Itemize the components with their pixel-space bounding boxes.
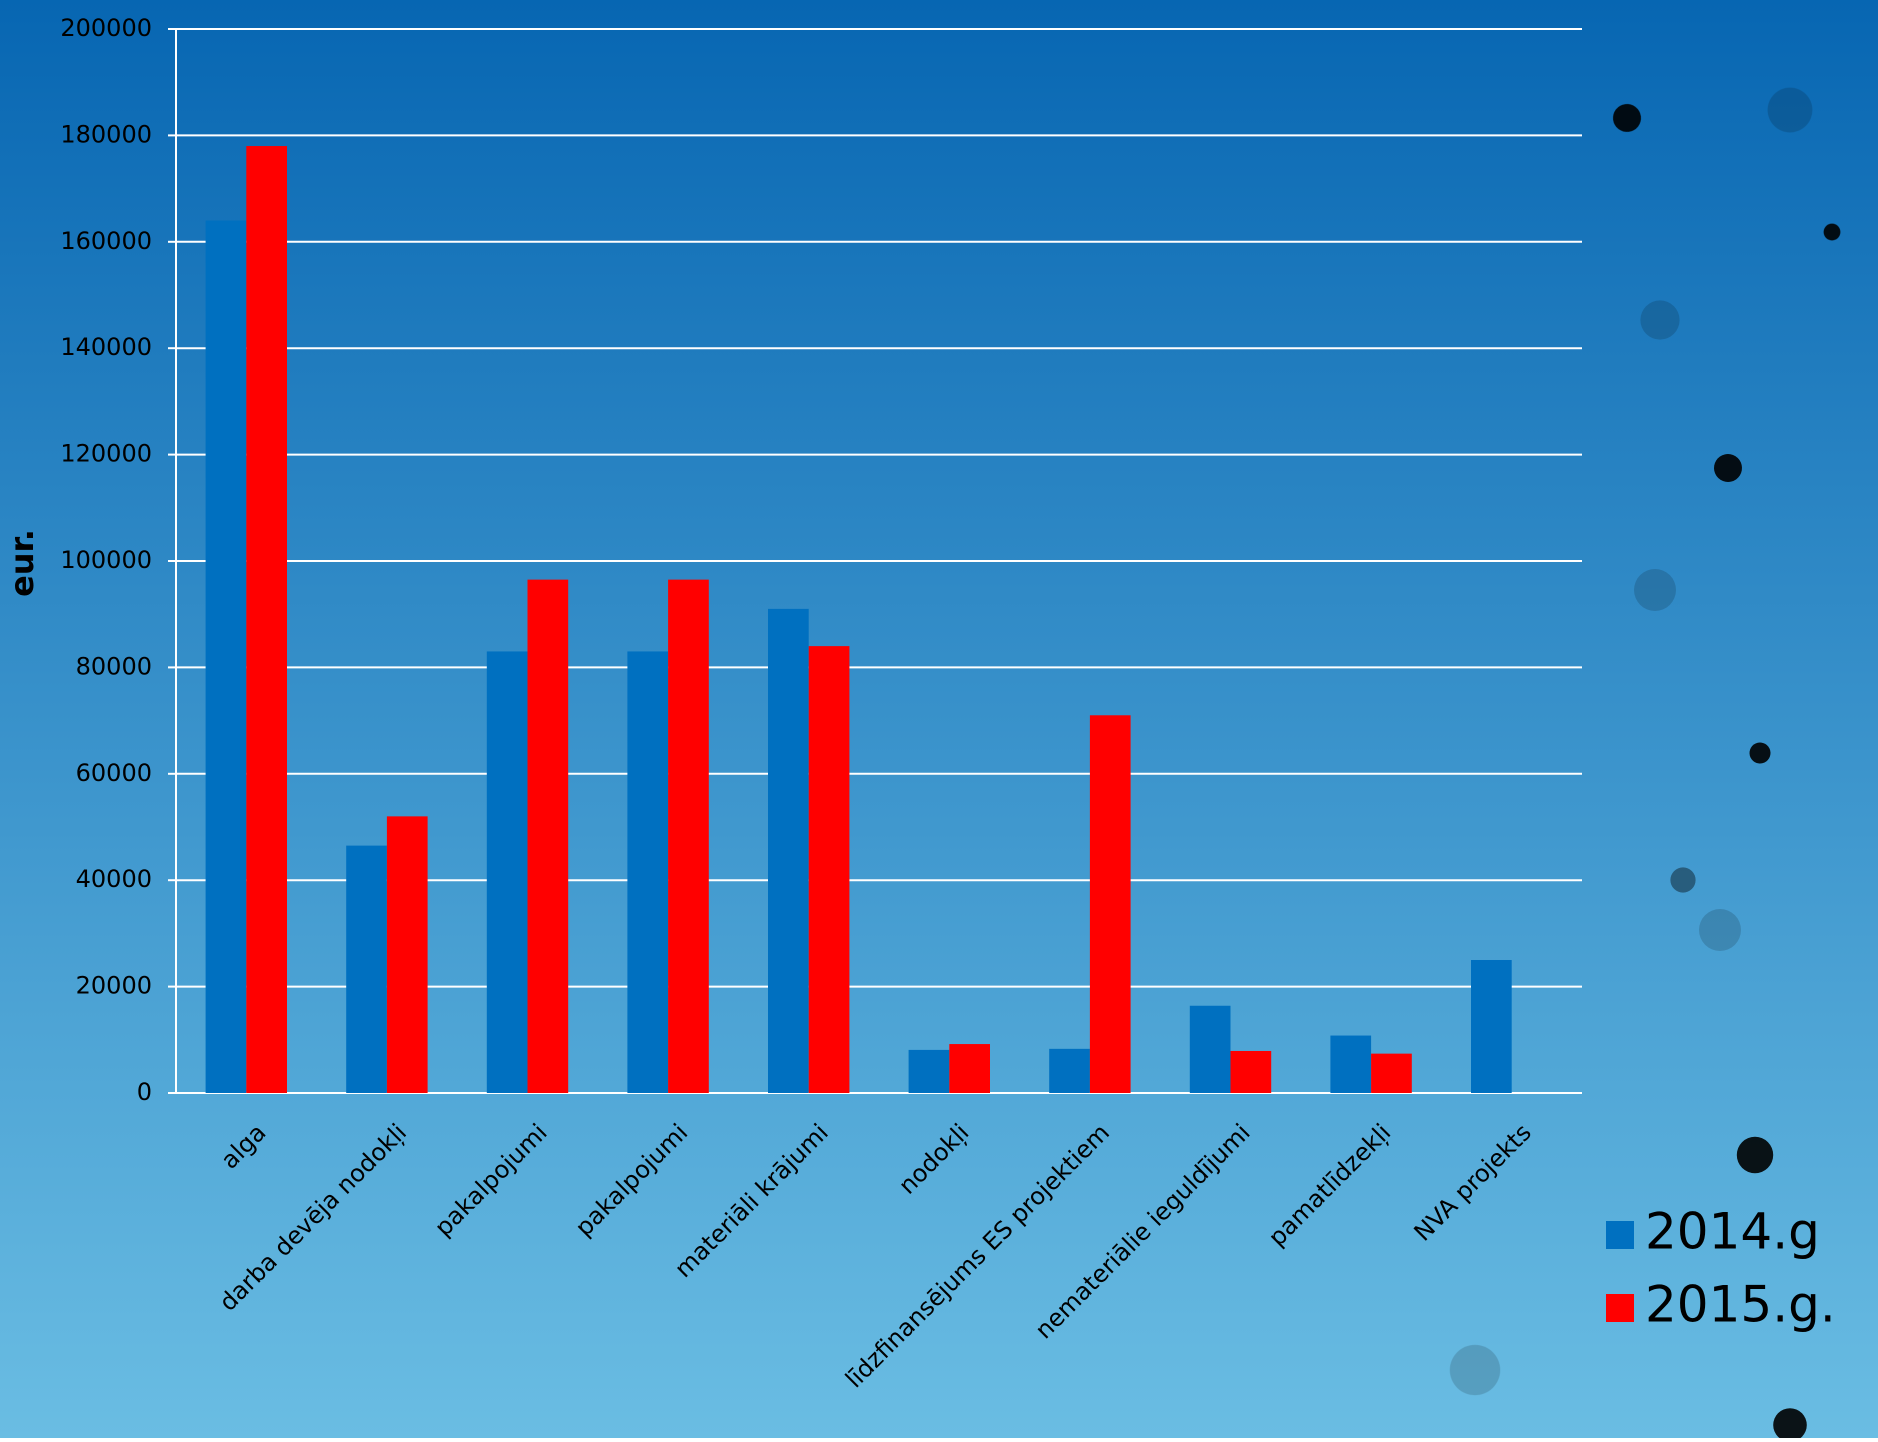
bar xyxy=(1330,1035,1372,1093)
bar xyxy=(908,1049,950,1093)
legend-label: 2014.g xyxy=(1645,1203,1820,1261)
bar xyxy=(1371,1053,1412,1093)
bar xyxy=(808,646,850,1093)
y-tick-label: 140000 xyxy=(60,333,152,361)
bar xyxy=(386,816,428,1093)
bar xyxy=(205,220,247,1093)
bar xyxy=(1471,960,1512,1093)
legend-swatch xyxy=(1606,1221,1634,1249)
y-tick-label: 180000 xyxy=(60,120,152,148)
bar xyxy=(346,845,387,1093)
bar xyxy=(1049,1048,1090,1093)
y-tick-label: 200000 xyxy=(60,14,152,42)
bar xyxy=(1189,1005,1231,1093)
y-tick-label: 100000 xyxy=(60,546,152,574)
bar xyxy=(668,579,709,1093)
legend-label: 2015.g. xyxy=(1645,1276,1836,1334)
bar xyxy=(246,146,287,1094)
y-tick-label: 20000 xyxy=(76,972,152,1000)
y-tick-label: 160000 xyxy=(60,227,152,255)
y-tick-label: 0 xyxy=(137,1078,152,1106)
bar xyxy=(1230,1050,1272,1093)
bar xyxy=(949,1044,990,1093)
bar xyxy=(527,579,569,1093)
y-axis-label: eur. xyxy=(3,529,41,597)
y-tick-label: 80000 xyxy=(76,652,152,680)
bar xyxy=(627,651,669,1093)
y-tick-label: 40000 xyxy=(76,865,152,893)
y-tick-label: 120000 xyxy=(60,440,152,468)
legend-swatch xyxy=(1606,1294,1634,1322)
bar xyxy=(486,651,528,1093)
bar xyxy=(1089,715,1131,1093)
y-tick-label: 60000 xyxy=(76,759,152,787)
bar xyxy=(768,608,809,1093)
